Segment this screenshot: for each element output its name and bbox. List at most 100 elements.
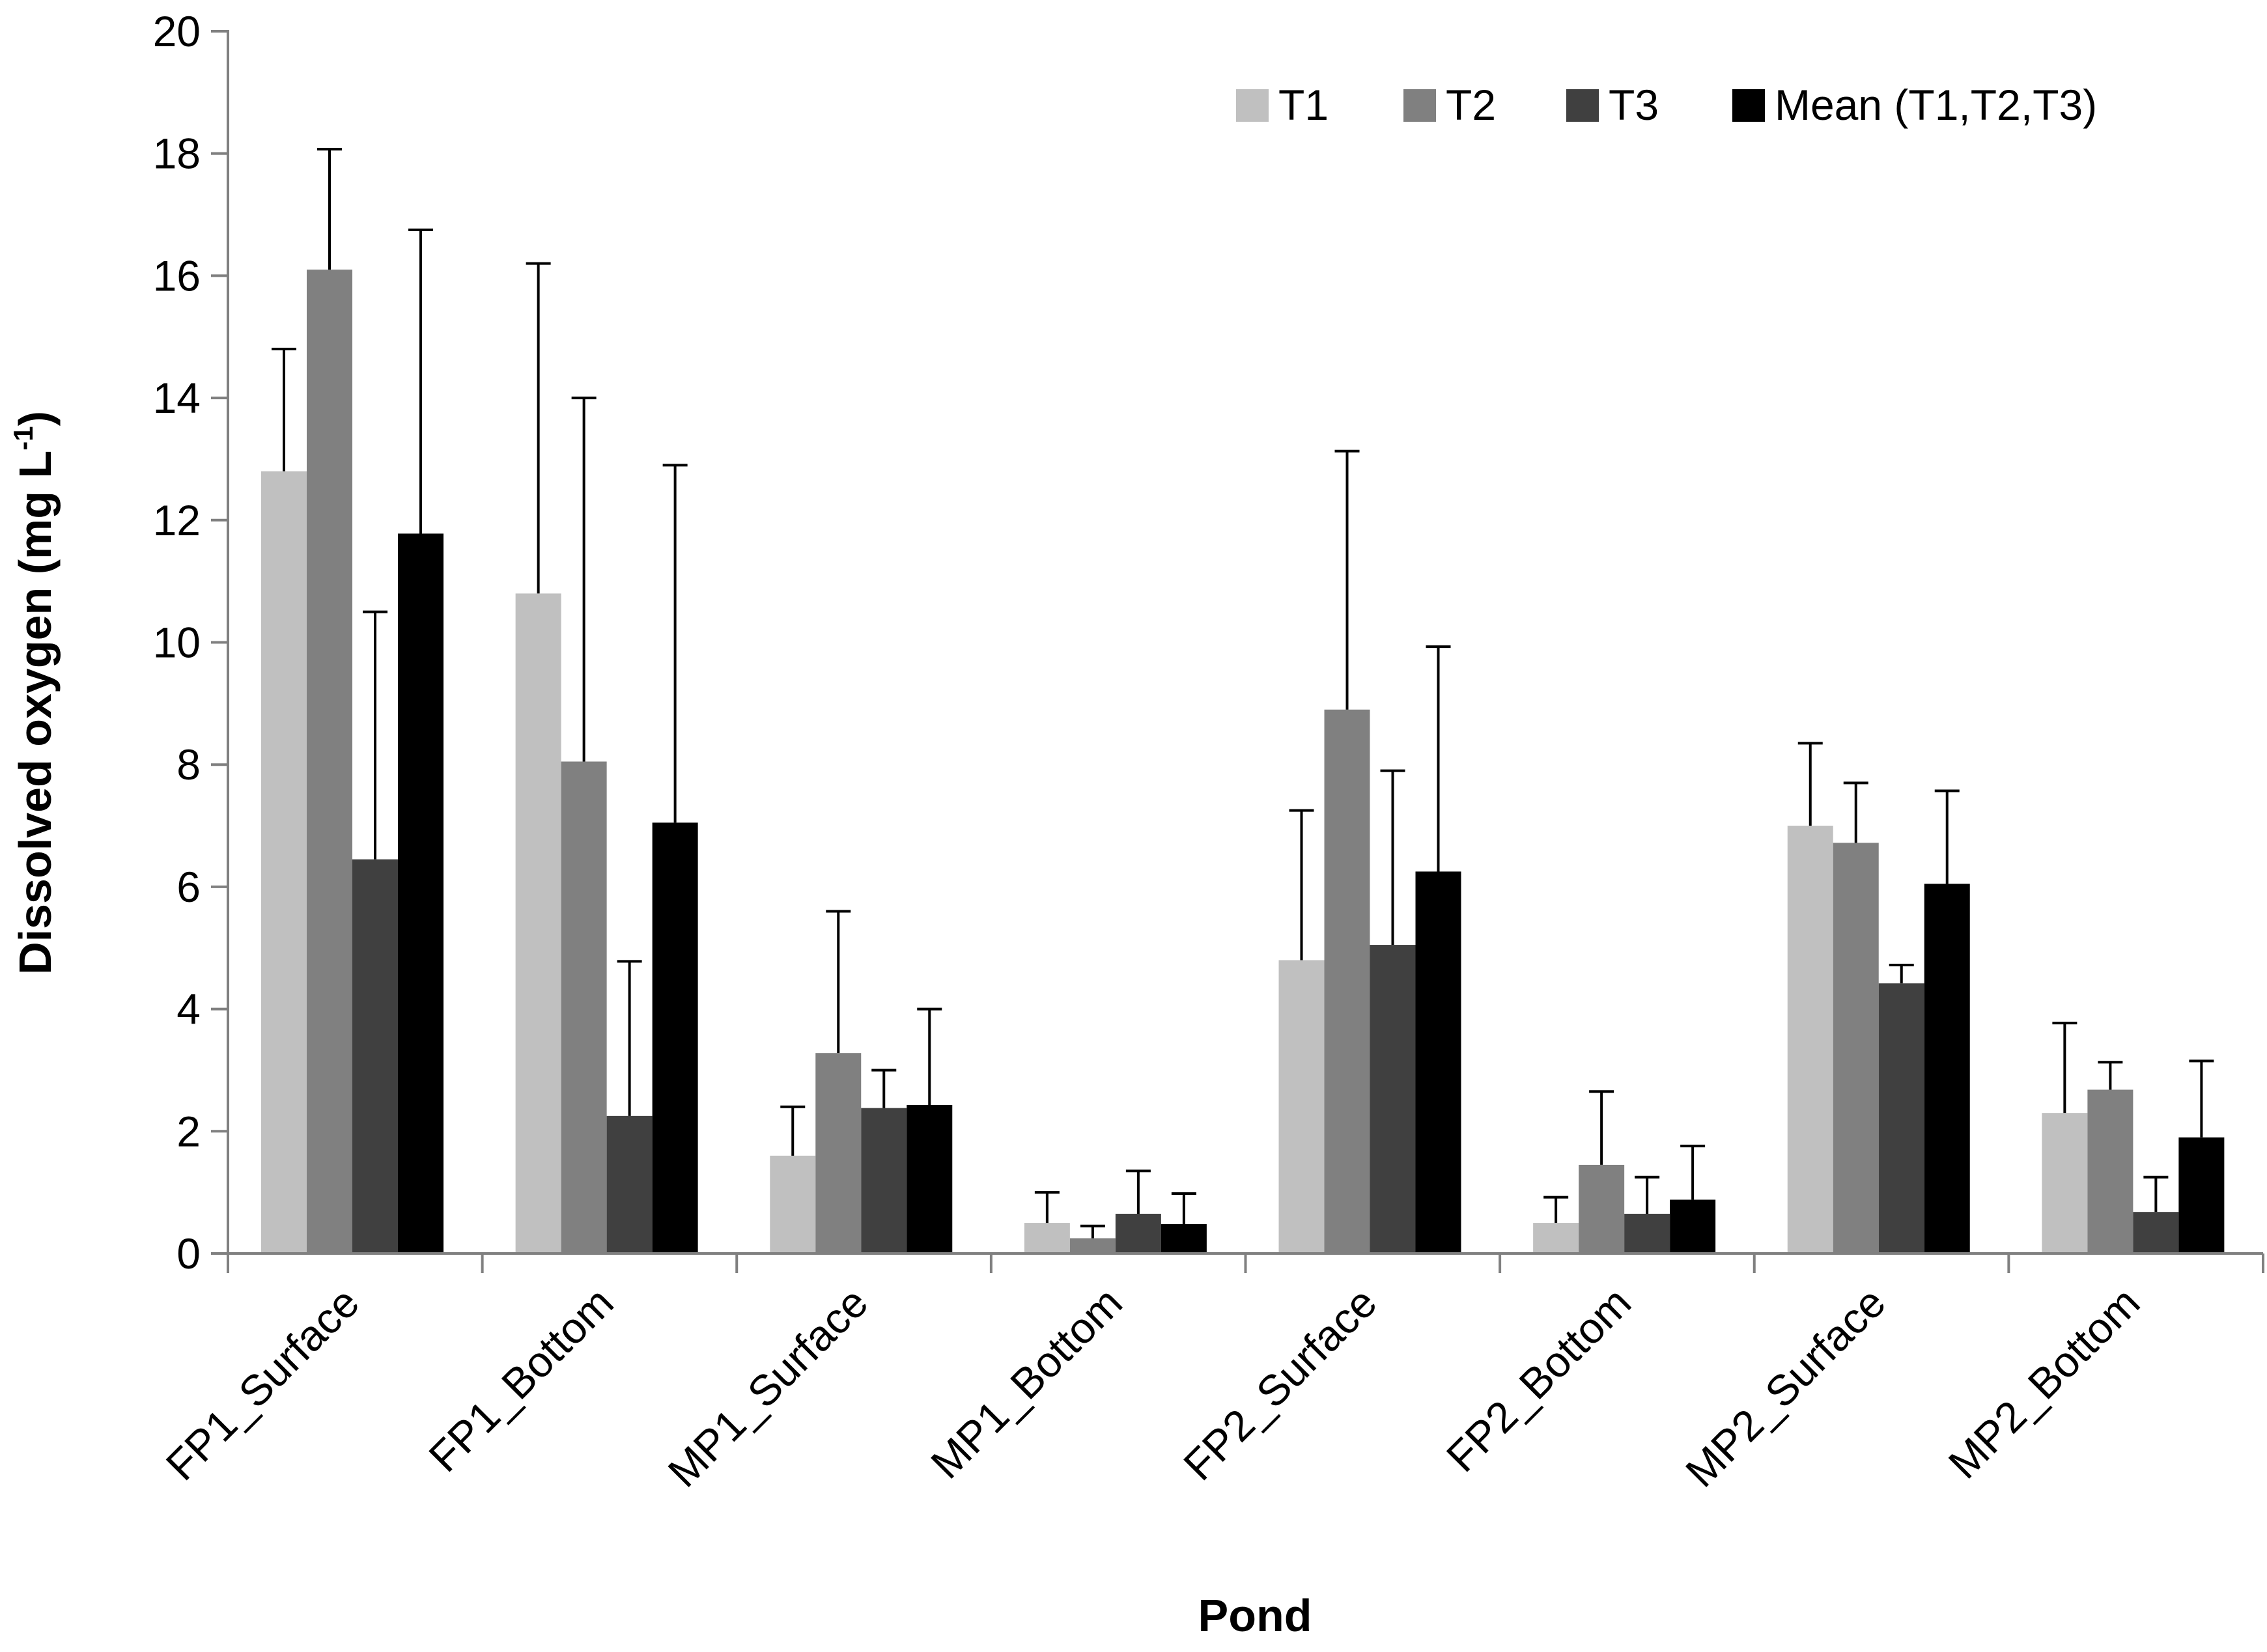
error-bar-MP1_Bottom-Mean (T1,T2,T3) <box>1171 1192 1196 1224</box>
bar-FP2_Bottom-T1 <box>1533 1223 1579 1253</box>
y-axis-title: Dissolved oxygen (mg L-1) <box>8 411 61 975</box>
bar-MP1_Surface-T2 <box>815 1053 862 1253</box>
y-axis-title-main: Dissolved oxygen (mg L <box>10 451 61 975</box>
error-bar-MP1_Bottom-T1 <box>1034 1191 1060 1224</box>
y-axis-title-superscript: -1 <box>8 426 38 450</box>
y-tick-label: 10 <box>153 619 201 667</box>
error-bar-FP2_Bottom-T2 <box>1589 1090 1614 1165</box>
bar-FP2_Surface-T2 <box>1324 709 1370 1253</box>
error-bar-FP1_Bottom-T3 <box>617 960 642 1116</box>
bar-FP2_Surface-T3 <box>1370 945 1416 1253</box>
bar-FP1_Bottom-T3 <box>606 1115 653 1253</box>
error-bar-MP2_Bottom-T3 <box>2143 1175 2169 1212</box>
error-bar-FP2_Surface-T1 <box>1289 809 1314 960</box>
y-tick-label: 14 <box>153 374 201 422</box>
y-tick-label: 6 <box>176 863 201 911</box>
error-bar-MP1_Bottom-T2 <box>1080 1224 1105 1239</box>
bar-MP1_Surface-Mean (T1,T2,T3) <box>907 1104 953 1253</box>
error-bar-MP1_Surface-T2 <box>826 910 851 1054</box>
bar-MP1_Surface-T1 <box>770 1155 816 1253</box>
y-tick-label: 12 <box>153 496 201 544</box>
error-bar-MP2_Bottom-Mean (T1,T2,T3) <box>2189 1059 2214 1138</box>
x-tick-label-MP1_Bottom: MP1_Bottom <box>922 1278 1131 1488</box>
bar-FP1_Bottom-T1 <box>515 593 561 1253</box>
x-tick-label-MP2_Bottom: MP2_Bottom <box>1939 1278 2148 1488</box>
error-bars-layer <box>272 148 2214 1239</box>
error-bar-FP1_Bottom-T1 <box>526 262 551 594</box>
y-tick-label: 2 <box>176 1107 201 1155</box>
error-bar-MP1_Surface-T3 <box>871 1069 897 1108</box>
bar-FP2_Surface-Mean (T1,T2,T3) <box>1415 871 1461 1253</box>
bar-FP1_Surface-Mean (T1,T2,T3) <box>398 533 444 1253</box>
bar-MP1_Bottom-T3 <box>1115 1213 1161 1253</box>
legend-label: T3 <box>1609 81 1659 129</box>
error-bar-MP2_Surface-T1 <box>1797 742 1823 826</box>
error-bar-FP2_Bottom-T3 <box>1635 1175 1660 1214</box>
error-bar-FP2_Bottom-Mean (T1,T2,T3) <box>1680 1144 1706 1200</box>
error-bar-MP2_Bottom-T2 <box>2098 1061 2123 1090</box>
bar-MP2_Surface-T1 <box>1787 826 1833 1253</box>
error-bar-FP2_Surface-T3 <box>1380 769 1405 945</box>
y-tick-label: 20 <box>153 7 201 55</box>
bar-MP2_Bottom-Mean (T1,T2,T3) <box>2178 1137 2225 1253</box>
bar-FP1_Surface-T2 <box>307 270 352 1253</box>
error-bar-FP1_Surface-T1 <box>272 348 296 471</box>
legend: T1 T2 T3 Mean (T1,T2,T3) <box>1236 81 2097 129</box>
y-tick-label: 8 <box>176 740 201 789</box>
x-tick-label-FP1_Bottom: FP1_Bottom <box>419 1278 623 1481</box>
legend-swatch <box>1236 89 1269 122</box>
legend-swatch <box>1403 89 1436 122</box>
legend-item-T3: T3 <box>1566 81 1659 129</box>
error-bar-FP1_Surface-T2 <box>317 148 342 270</box>
bars-layer <box>261 270 2225 1253</box>
legend-label: Mean (T1,T2,T3) <box>1775 81 2097 129</box>
bar-MP2_Bottom-T3 <box>2133 1212 2179 1253</box>
x-axis-title: Pond <box>1198 1590 1312 1641</box>
error-bar-MP1_Bottom-T3 <box>1125 1169 1151 1214</box>
x-tick-label-FP1_Surface: FP1_Surface <box>156 1278 368 1490</box>
legend-item-T2: T2 <box>1403 81 1496 129</box>
bar-FP2_Bottom-Mean (T1,T2,T3) <box>1670 1199 1716 1253</box>
error-bar-MP2_Surface-T2 <box>1843 781 1868 843</box>
bar-FP1_Bottom-T2 <box>561 761 607 1253</box>
bar-FP1_Surface-T1 <box>261 471 307 1253</box>
error-bar-FP1_Bottom-T2 <box>571 397 597 762</box>
bar-MP1_Surface-T3 <box>861 1108 907 1253</box>
bar-MP2_Bottom-T2 <box>2087 1089 2133 1253</box>
legend-swatch <box>1566 89 1599 122</box>
error-bar-FP1_Surface-Mean (T1,T2,T3) <box>408 229 433 534</box>
bar-FP2_Bottom-T3 <box>1624 1213 1670 1253</box>
y-axis-title-close: ) <box>10 411 61 426</box>
y-tick-label: 18 <box>153 130 201 178</box>
y-tick-label: 0 <box>176 1229 201 1278</box>
x-tick-label-FP2_Surface: FP2_Surface <box>1174 1278 1386 1490</box>
bar-FP2_Bottom-T2 <box>1579 1164 1625 1253</box>
bar-FP2_Surface-T1 <box>1278 960 1325 1253</box>
x-tick-label-MP1_Surface: MP1_Surface <box>658 1278 877 1496</box>
bar-FP1_Surface-T3 <box>352 859 398 1253</box>
bar-FP1_Bottom-Mean (T1,T2,T3) <box>652 822 698 1253</box>
bar-MP2_Surface-T2 <box>1833 843 1879 1253</box>
x-tick-label-FP2_Bottom: FP2_Bottom <box>1437 1278 1640 1481</box>
error-bar-MP1_Surface-T1 <box>780 1105 806 1156</box>
bar-MP1_Bottom-T2 <box>1069 1238 1116 1253</box>
error-bar-FP2_Surface-T2 <box>1334 449 1360 710</box>
error-bar-FP2_Surface-Mean (T1,T2,T3) <box>1426 645 1451 872</box>
bar-MP1_Bottom-T1 <box>1024 1223 1070 1253</box>
bar-MP2_Surface-Mean (T1,T2,T3) <box>1924 884 1970 1253</box>
error-bar-MP2_Surface-Mean (T1,T2,T3) <box>1934 789 1960 884</box>
error-bar-FP2_Bottom-T1 <box>1543 1196 1569 1224</box>
error-bar-MP2_Surface-T3 <box>1889 964 1914 984</box>
x-tick-label-MP2_Surface: MP2_Surface <box>1676 1278 1894 1496</box>
legend-label: T2 <box>1446 81 1496 129</box>
legend-swatch <box>1732 89 1765 122</box>
legend-item-T1: T1 <box>1236 81 1329 129</box>
error-bar-MP1_Surface-Mean (T1,T2,T3) <box>917 1007 942 1105</box>
bar-MP2_Bottom-T1 <box>2042 1113 2088 1253</box>
legend-label: T1 <box>1278 81 1329 129</box>
y-tick-label: 16 <box>153 251 201 300</box>
bar-MP2_Surface-T3 <box>1878 983 1924 1253</box>
bar-MP1_Bottom-Mean (T1,T2,T3) <box>1161 1224 1207 1253</box>
